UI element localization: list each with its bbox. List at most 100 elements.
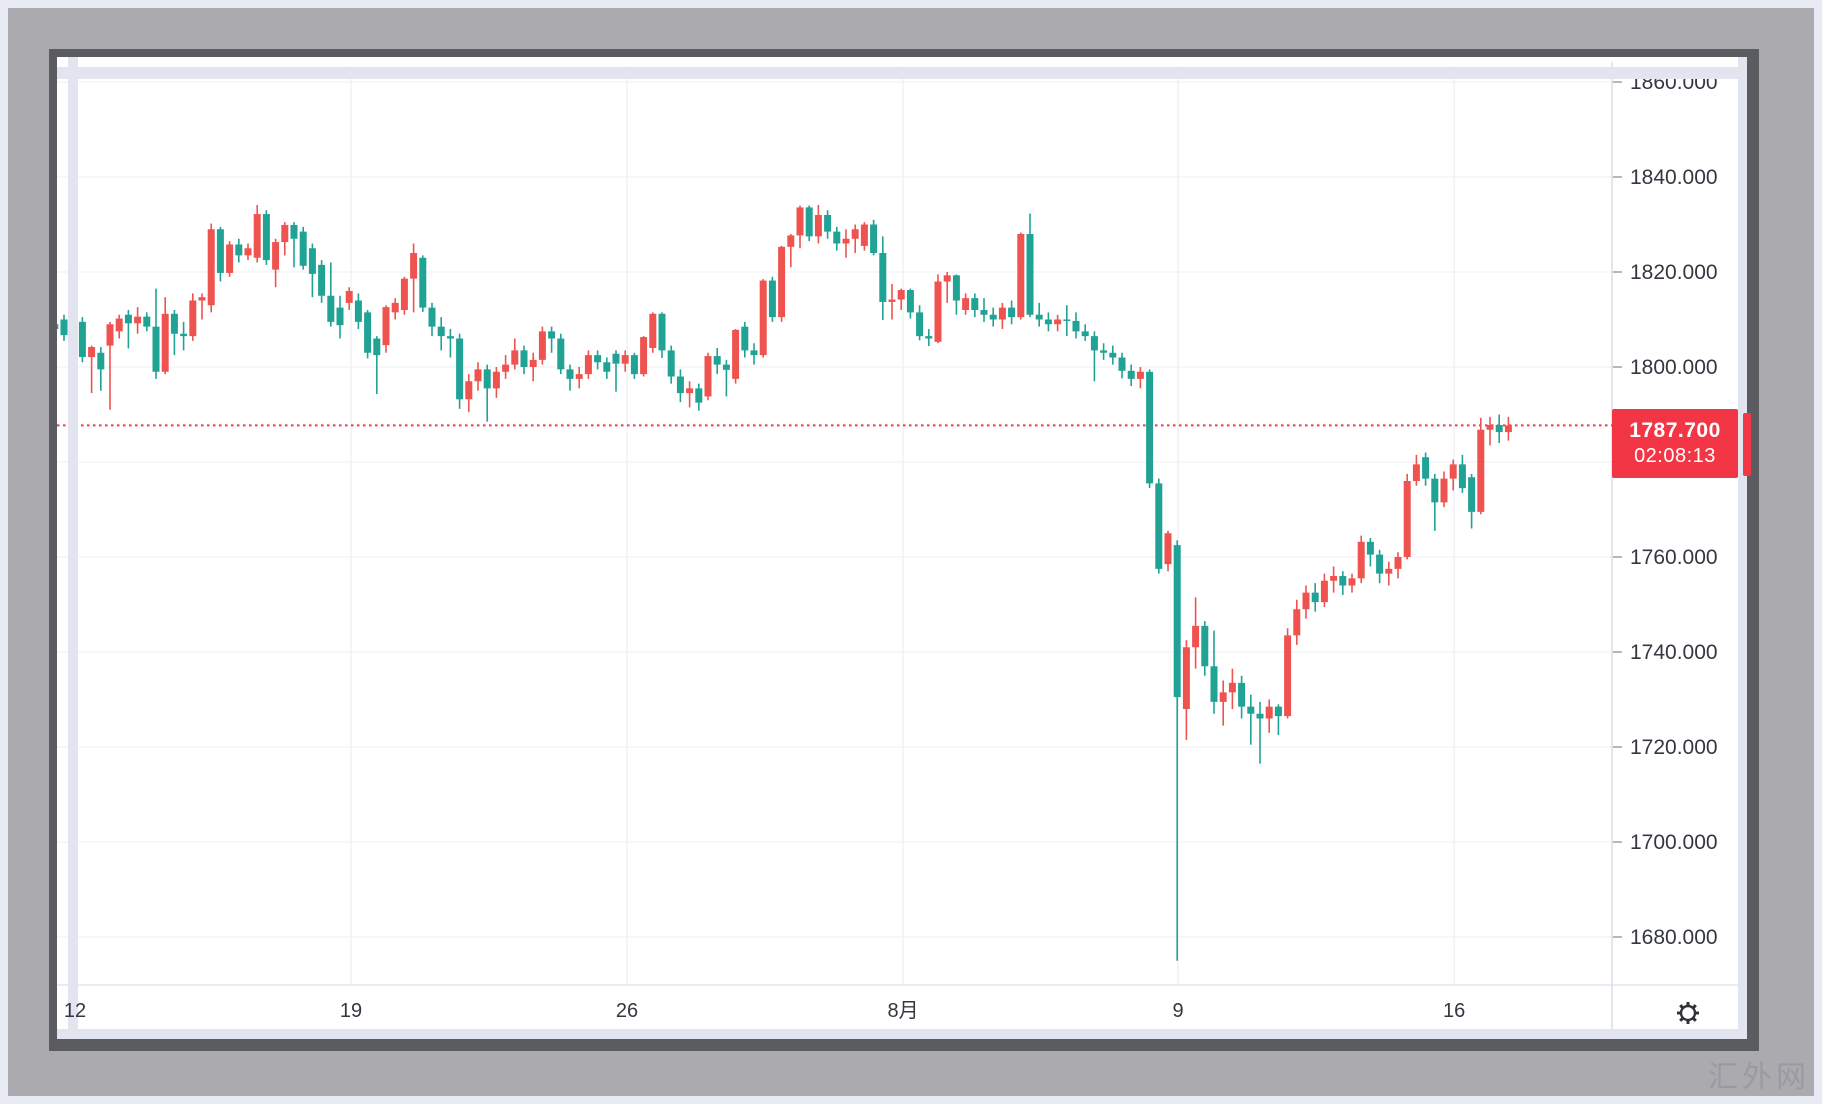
candle-body bbox=[1127, 370, 1135, 379]
candle-body bbox=[428, 307, 436, 327]
candle-body bbox=[814, 215, 822, 237]
price-tick-label: 1760.000 bbox=[1630, 546, 1718, 569]
candle-body bbox=[318, 264, 326, 296]
candle-body bbox=[1348, 578, 1356, 586]
candle-body bbox=[272, 242, 280, 270]
candle-body bbox=[511, 350, 519, 365]
candle-body bbox=[870, 224, 878, 253]
candle-body bbox=[244, 248, 252, 256]
candle-body bbox=[584, 355, 592, 375]
candle-body bbox=[1422, 457, 1430, 479]
candle-body bbox=[262, 214, 270, 261]
candle-body bbox=[1008, 307, 1016, 318]
candle-body bbox=[290, 224, 298, 239]
price-scale-scrollbar[interactable] bbox=[1738, 57, 1747, 1029]
candle-body bbox=[1265, 706, 1273, 719]
candle-body bbox=[1311, 592, 1319, 603]
price-tick-label: 1720.000 bbox=[1630, 736, 1718, 759]
candle-body bbox=[695, 388, 703, 403]
candle-body bbox=[1256, 713, 1264, 719]
candle-body bbox=[566, 369, 574, 379]
candle-body bbox=[879, 253, 887, 302]
candle-body bbox=[943, 275, 951, 282]
candle-body bbox=[502, 364, 510, 372]
candle-body bbox=[1495, 424, 1503, 433]
candle-body bbox=[594, 355, 602, 363]
candle-body bbox=[1219, 692, 1227, 702]
price-tick-label: 1840.000 bbox=[1630, 166, 1718, 189]
candle-body bbox=[180, 333, 188, 337]
candle-body bbox=[382, 307, 390, 346]
price-tick-label: 1680.000 bbox=[1630, 926, 1718, 949]
site-watermark: 汇外网 bbox=[1708, 1061, 1810, 1094]
candle-body bbox=[759, 280, 767, 356]
candle-body bbox=[124, 314, 132, 324]
candle-body bbox=[1440, 478, 1448, 503]
chart-plot[interactable] bbox=[51, 62, 1747, 1029]
candle-body bbox=[170, 313, 178, 334]
price-tick-label: 1740.000 bbox=[1630, 641, 1718, 664]
candle-body bbox=[1173, 545, 1181, 698]
candle-body bbox=[934, 281, 942, 342]
candle-body bbox=[952, 275, 960, 301]
candle-body bbox=[676, 376, 684, 394]
candle-body bbox=[354, 300, 362, 322]
candle-body bbox=[336, 307, 344, 326]
candle-body bbox=[161, 313, 169, 372]
candle-body bbox=[962, 298, 970, 310]
candle-body bbox=[1431, 478, 1439, 503]
pane-edge-top bbox=[57, 67, 1747, 79]
candle-body bbox=[916, 312, 924, 337]
candle-body bbox=[1035, 314, 1043, 320]
candle-body bbox=[704, 356, 712, 397]
candle-body bbox=[1090, 336, 1098, 351]
candle-body bbox=[1394, 557, 1402, 569]
candle-body bbox=[1164, 533, 1172, 565]
candle-body bbox=[1155, 483, 1163, 569]
candle-body bbox=[198, 297, 206, 301]
candle-body bbox=[1182, 647, 1190, 709]
candle-body bbox=[971, 298, 979, 310]
candle-body bbox=[925, 336, 933, 339]
candle-body bbox=[1468, 477, 1476, 512]
candle-body bbox=[207, 229, 215, 306]
candle-body bbox=[1118, 357, 1126, 371]
candle-body bbox=[805, 207, 813, 237]
candle-body bbox=[1109, 352, 1117, 358]
candle-body bbox=[768, 280, 776, 318]
candle-body bbox=[842, 238, 850, 244]
candle-body bbox=[1339, 576, 1347, 586]
candle-body bbox=[327, 295, 335, 322]
candle-body bbox=[1192, 625, 1200, 648]
candle-body bbox=[998, 307, 1006, 320]
candle-body bbox=[253, 214, 261, 258]
candle-body bbox=[373, 338, 381, 356]
candle-body bbox=[60, 319, 68, 336]
candle-body bbox=[143, 316, 151, 327]
candle-body bbox=[152, 326, 160, 372]
candle-body bbox=[630, 355, 638, 375]
candle-body bbox=[226, 244, 234, 273]
candle-body bbox=[88, 347, 96, 358]
candle-body bbox=[1412, 464, 1420, 481]
candle-body bbox=[57, 324, 59, 329]
candle-body bbox=[1330, 576, 1338, 581]
candle-body bbox=[492, 371, 500, 389]
candle-body bbox=[640, 337, 648, 375]
candle-body bbox=[189, 300, 197, 337]
price-scale[interactable]: 1860.0001840.0001820.0001800.0001760.000… bbox=[1613, 71, 1718, 949]
price-tick-label: 1700.000 bbox=[1630, 831, 1718, 854]
candle-body bbox=[216, 229, 224, 273]
candle-body bbox=[1293, 609, 1301, 636]
grid bbox=[57, 66, 1612, 985]
candle-body bbox=[1238, 682, 1246, 707]
candle-body bbox=[906, 290, 914, 313]
candle-body bbox=[713, 356, 721, 365]
candle-body bbox=[1449, 464, 1457, 479]
time-scale-scrollbar[interactable] bbox=[57, 1029, 1747, 1039]
candle-body bbox=[1274, 706, 1282, 717]
candle-body bbox=[97, 352, 105, 370]
candle-body bbox=[529, 359, 537, 367]
candle-body bbox=[364, 312, 372, 353]
